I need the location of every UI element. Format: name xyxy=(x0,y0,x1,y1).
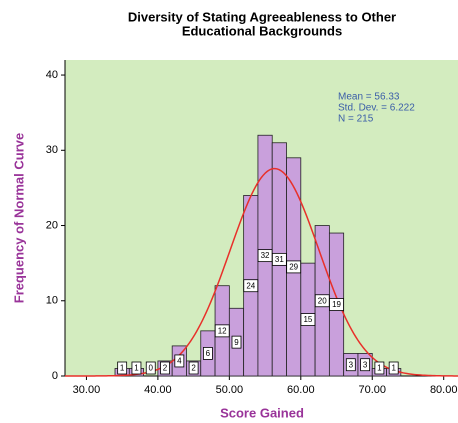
data-label-box xyxy=(329,298,344,311)
data-label-box xyxy=(188,361,199,375)
data-label-box xyxy=(231,335,242,349)
y-tick-label: 10 xyxy=(46,295,58,307)
y-axis-title: Frequency of Normal Curve xyxy=(11,133,26,304)
data-label-box xyxy=(243,279,259,293)
stat-std-dev: Std. Dev. = 6.222 xyxy=(338,103,415,114)
data-label-box xyxy=(174,354,185,368)
data-label: 12 xyxy=(218,326,227,335)
data-label-box xyxy=(374,361,385,375)
data-label-box xyxy=(360,358,371,372)
x-tick-label: 70.00 xyxy=(358,384,386,396)
data-label: 32 xyxy=(261,251,270,260)
y-tick-label: 0 xyxy=(52,370,58,382)
data-label-box xyxy=(160,361,170,375)
chart-title: Diversity of Stating Agreeableness to Ot… xyxy=(128,9,396,24)
data-label-box xyxy=(214,324,230,338)
x-tick-label: 50.00 xyxy=(216,384,244,396)
data-label: 19 xyxy=(332,300,341,309)
x-tick-label: 80.00 xyxy=(430,384,458,396)
y-tick-label: 30 xyxy=(46,144,58,156)
data-label: 3 xyxy=(349,360,354,369)
data-label: 15 xyxy=(303,315,312,324)
chart-subtitle: Educational Backgrounds xyxy=(182,23,342,38)
data-label-box xyxy=(203,347,213,360)
data-label-box xyxy=(145,361,156,375)
x-tick-label: 40.00 xyxy=(144,384,172,396)
data-label-box xyxy=(117,361,128,375)
data-label: 9 xyxy=(234,338,239,347)
data-label: 2 xyxy=(191,364,196,373)
y-tick-label: 20 xyxy=(46,219,58,231)
data-label: 29 xyxy=(289,263,298,272)
x-tick-label: 30.00 xyxy=(73,384,101,396)
data-label: 1 xyxy=(120,364,125,373)
y-tick-label: 40 xyxy=(46,69,58,81)
x-axis-title: Score Gained xyxy=(220,405,304,420)
data-label-box xyxy=(388,361,399,375)
data-label: 31 xyxy=(275,255,284,264)
data-label: 0 xyxy=(149,364,154,373)
data-label: 6 xyxy=(206,349,211,358)
data-label-box xyxy=(286,260,302,274)
data-label: 1 xyxy=(391,364,396,373)
stat-mean: Mean = 56.33 xyxy=(338,92,400,103)
stat-n: N = 215 xyxy=(338,114,374,125)
data-label: 1 xyxy=(134,364,139,373)
data-label-box xyxy=(131,361,142,375)
data-label: 20 xyxy=(318,296,327,305)
data-label: 1 xyxy=(377,364,382,373)
data-label-box xyxy=(271,252,287,266)
x-tick-label: 60.00 xyxy=(287,384,315,396)
data-label-box xyxy=(300,313,316,326)
data-label: 3 xyxy=(363,360,368,369)
data-label-box xyxy=(345,358,356,372)
data-label: 4 xyxy=(177,357,182,366)
data-label: 2 xyxy=(163,364,168,373)
data-label: 24 xyxy=(246,281,255,290)
